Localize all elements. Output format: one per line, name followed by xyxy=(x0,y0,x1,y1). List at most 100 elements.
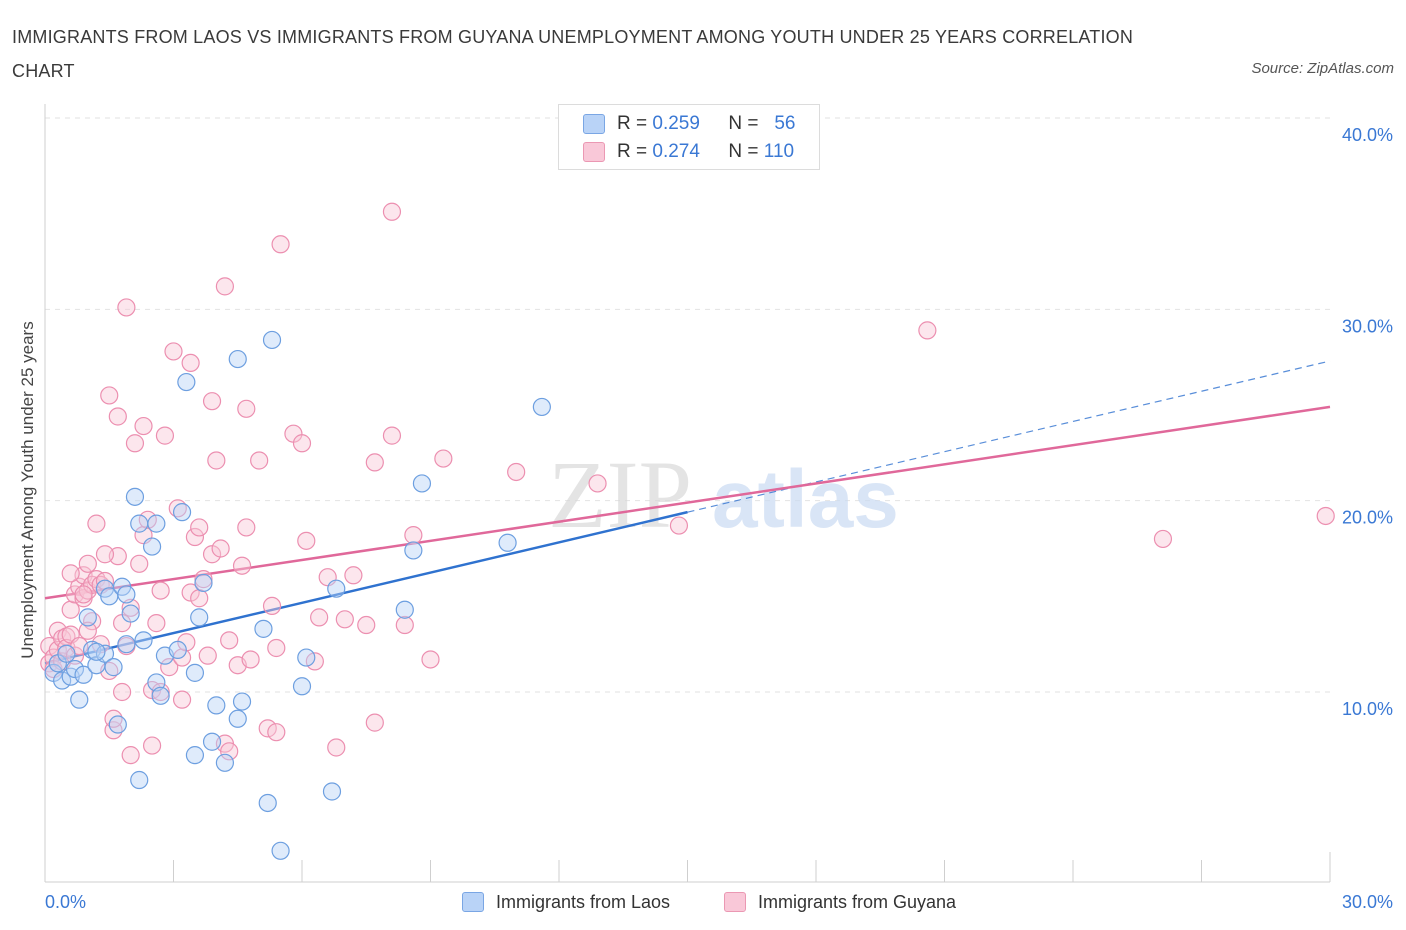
guyana-point xyxy=(271,235,290,254)
guyana-point xyxy=(151,581,170,600)
laos-point xyxy=(117,585,136,604)
guyana-point xyxy=(220,742,239,761)
guyana-point xyxy=(160,658,179,677)
guyana-point xyxy=(142,736,162,755)
guyana-point xyxy=(237,518,256,537)
laos-point xyxy=(130,770,149,790)
laos-point xyxy=(412,474,432,493)
guyana-point xyxy=(220,631,239,650)
guyana-point xyxy=(232,556,252,575)
laos-point xyxy=(108,715,127,734)
grid-lines xyxy=(45,117,1330,693)
laos-point xyxy=(57,644,76,663)
guyana-point xyxy=(121,598,140,617)
tick-labels: 10.0% 20.0% 30.0% 40.0% 0.0% 30.0% xyxy=(45,125,1393,912)
laos-point xyxy=(190,608,209,627)
guyana-point xyxy=(147,614,166,633)
guyana-point xyxy=(74,585,93,604)
guyana-point xyxy=(267,723,286,742)
guyana-point xyxy=(190,589,209,608)
laos-point xyxy=(532,397,551,417)
guyana-point xyxy=(207,451,226,470)
laos-point xyxy=(134,631,153,650)
legend-r-label: R = xyxy=(617,113,648,134)
x-tick-label-start: 0.0% xyxy=(45,892,86,912)
guyana-point xyxy=(357,615,376,635)
laos-point xyxy=(498,533,517,552)
correlation-legend: R = 0.259 N = 56 R = 0.274 N = 110 xyxy=(558,104,820,170)
guyana-point xyxy=(918,321,937,340)
guyana-point xyxy=(198,646,217,665)
laos-point xyxy=(228,709,247,728)
guyana-point xyxy=(507,462,526,482)
guyana-point xyxy=(190,518,209,537)
legend-n-label: N = xyxy=(728,113,759,134)
guyana-point xyxy=(78,554,97,573)
guyana-point xyxy=(108,407,127,426)
axes xyxy=(44,104,1331,883)
guyana-point xyxy=(588,474,607,493)
laos-point xyxy=(395,600,414,619)
guyana-point xyxy=(185,527,205,547)
legend-r-label: R = xyxy=(617,141,648,162)
laos-point xyxy=(404,541,423,560)
guyana-point xyxy=(117,298,136,317)
guyana-point xyxy=(130,554,149,573)
laos-point xyxy=(327,579,346,598)
guyana-point xyxy=(134,416,153,436)
guyana-point xyxy=(100,386,119,405)
legend-n-label: N = xyxy=(728,141,759,162)
guyana-point xyxy=(258,719,277,738)
laos-point xyxy=(271,841,290,860)
guyana-point xyxy=(215,277,234,296)
guyana-point xyxy=(211,539,230,558)
watermark-zip: ZIP xyxy=(548,441,692,548)
laos-point xyxy=(53,671,72,690)
laos-point xyxy=(185,663,205,682)
legend-n-value-guyana: 110 xyxy=(763,141,795,162)
guyana-point xyxy=(262,596,282,616)
chart-title: IMMIGRANTS FROM LAOS VS IMMIGRANTS FROM … xyxy=(12,27,1134,81)
laos-point xyxy=(142,537,162,556)
guyana-point xyxy=(344,566,363,585)
laos-point xyxy=(147,514,166,533)
bottom-legend-guyana: Immigrants from Guyana xyxy=(724,888,956,916)
guyana-point xyxy=(1316,506,1335,526)
laos-point xyxy=(130,514,149,533)
guyana-point xyxy=(138,510,157,529)
guyana-point xyxy=(421,650,440,669)
y-tick-label: 10.0% xyxy=(1342,699,1393,719)
laos-point xyxy=(254,619,273,638)
laos-point xyxy=(228,349,247,369)
guyana-point xyxy=(395,615,414,635)
laos-point xyxy=(172,503,192,522)
guyana-point xyxy=(1153,529,1173,549)
guyana-point xyxy=(292,434,312,453)
laos-point xyxy=(121,604,140,623)
y-tick-label: 40.0% xyxy=(1342,125,1393,145)
legend-r-value-guyana: 0.274 xyxy=(652,141,700,162)
guyana-point xyxy=(669,516,689,535)
laos-point xyxy=(194,573,213,593)
laos-point xyxy=(177,372,196,392)
legend-n-value-laos: 56 xyxy=(774,113,796,134)
laos-point xyxy=(202,732,222,751)
legend-row-guyana: R = 0.274 N = 110 xyxy=(583,139,794,165)
guyana-point xyxy=(404,526,423,545)
guyana-point xyxy=(151,682,170,702)
guyana-point xyxy=(267,638,286,658)
laos-point xyxy=(147,673,166,692)
laos-point xyxy=(151,686,170,705)
guyana-point xyxy=(327,738,346,757)
guyana-point xyxy=(241,650,260,669)
y-tick-label: 20.0% xyxy=(1342,508,1393,528)
guyana-point xyxy=(112,682,132,702)
laos-point xyxy=(104,658,123,677)
guyana-point xyxy=(382,426,402,445)
legend-swatch-guyana xyxy=(583,142,605,162)
bottom-legend-label-laos: Immigrants from Laos xyxy=(496,891,671,912)
guyana-point xyxy=(164,342,183,361)
laos-point xyxy=(258,793,277,813)
guyana-point xyxy=(194,570,213,589)
